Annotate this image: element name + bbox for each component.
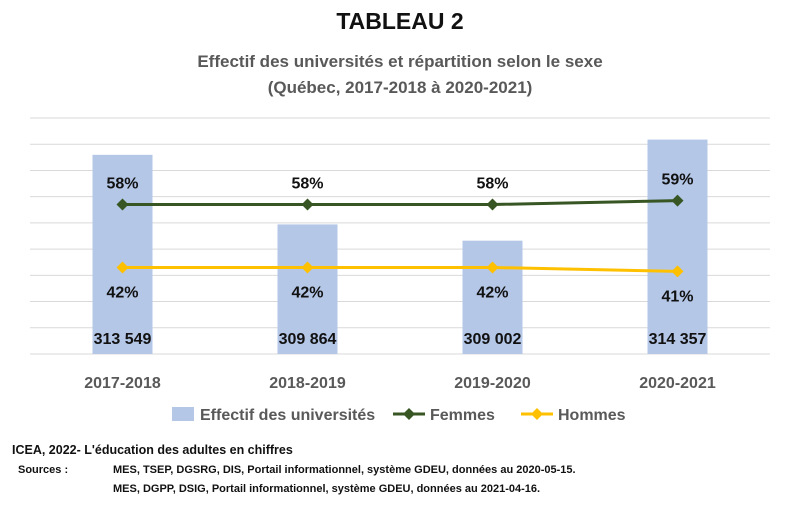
line-value-label: 58% bbox=[291, 176, 323, 193]
source-line-1: MES, TSEP, DGSRG, DIS, Portail informati… bbox=[113, 464, 576, 476]
marker-hommes bbox=[301, 261, 314, 274]
line-value-label: 42% bbox=[291, 284, 323, 301]
marker-hommes bbox=[486, 261, 499, 274]
footer-title: ICEA, 2022- L'éducation des adultes en c… bbox=[12, 443, 293, 457]
source-line-2: MES, DGPP, DSIG, Portail informationnel,… bbox=[113, 483, 541, 495]
marker-hommes bbox=[671, 265, 684, 278]
x-tick-label: 2019-2020 bbox=[454, 375, 531, 392]
legend-label: Femmes bbox=[430, 407, 495, 424]
marker-femmes bbox=[116, 198, 129, 211]
bar-2017-2018 bbox=[92, 154, 153, 354]
bar-value-label: 309 002 bbox=[464, 331, 522, 348]
legend-label: Hommes bbox=[558, 407, 626, 424]
bar-2019-2020 bbox=[462, 240, 523, 354]
marker-hommes bbox=[116, 261, 129, 274]
line-femmes bbox=[122, 199, 678, 207]
x-tick-label: 2020-2021 bbox=[639, 375, 716, 392]
chart: 313 549 309 864 309 002 314 357 58% 58% 58% 59%… bbox=[30, 117, 770, 424]
chart-subtitle-line1: Effectif des universités et répartition … bbox=[197, 52, 603, 71]
x-tick-label: 2018-2019 bbox=[269, 375, 346, 392]
bar-value-label: 309 864 bbox=[279, 331, 337, 348]
legend-label: Effectif des universités bbox=[200, 407, 375, 424]
line-hommes bbox=[122, 265, 678, 273]
marker-femmes bbox=[671, 194, 684, 207]
legend-swatch-marker bbox=[403, 408, 415, 420]
bar-2018-2019 bbox=[277, 224, 338, 354]
marker-femmes bbox=[301, 198, 314, 211]
chart-title: TABLEAU 2 bbox=[336, 8, 464, 34]
line-value-label: 42% bbox=[476, 284, 508, 301]
sources-label: Sources : bbox=[18, 464, 69, 476]
line-value-label: 42% bbox=[106, 284, 138, 301]
chart-subtitle-line2: (Québec, 2017-2018 à 2020-2021) bbox=[267, 78, 533, 97]
marker-femmes bbox=[486, 198, 499, 211]
bar-value-label: 314 357 bbox=[649, 331, 707, 348]
line-value-label: 58% bbox=[106, 176, 138, 193]
x-tick-label: 2017-2018 bbox=[84, 375, 161, 392]
line-value-label: 41% bbox=[661, 288, 693, 305]
legend-swatch-marker bbox=[531, 408, 543, 420]
line-value-label: 58% bbox=[476, 176, 508, 193]
bar-value-label: 313 549 bbox=[94, 331, 152, 348]
line-value-label: 59% bbox=[661, 172, 693, 189]
bar-2020-2021 bbox=[647, 139, 708, 354]
legend-swatch-bar bbox=[172, 407, 194, 421]
